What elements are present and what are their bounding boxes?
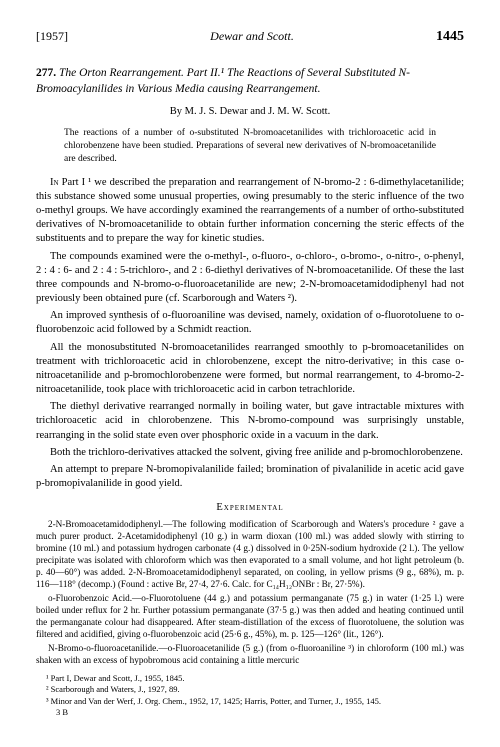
title-text: The Orton Rearrangement. Part II.¹ The R… (36, 67, 410, 95)
gathering-sig: 3 B (36, 707, 464, 718)
header-year: [1957] (36, 28, 68, 44)
exp-1: 2-N-Bromoacetamidodiphenyl.—The followin… (36, 519, 464, 591)
article-number: 277. (36, 67, 56, 79)
para-4: All the monosubstituted N-bromoacetanili… (36, 341, 464, 398)
exp-2: o-Fluorobenzoic Acid.—o-Fluorotoluene (4… (36, 593, 464, 641)
footnotes: ¹ Part I, Dewar and Scott, J., 1955, 184… (36, 673, 464, 719)
para-6: Both the trichloro-derivatives attacked … (36, 446, 464, 460)
para-1: In Part I ¹ we described the preparation… (36, 176, 464, 247)
page-number: 1445 (436, 28, 464, 47)
para-2: The compounds examined were the o-methyl… (36, 250, 464, 307)
para-7: An attempt to prepare N-bromopivalanilid… (36, 463, 464, 491)
experimental-heading: Experimental (36, 501, 464, 515)
para-5: The diethyl derivative rearranged normal… (36, 400, 464, 443)
footnote-2: ² Scarborough and Waters, J., 1927, 89. (36, 684, 464, 695)
running-head: Dewar and Scott. (210, 28, 294, 44)
para-3: An improved synthesis of o-fluoroaniline… (36, 309, 464, 337)
para-1-text: Part I ¹ we described the preparation an… (36, 177, 464, 245)
abstract: The reactions of a number of o-substitut… (64, 127, 436, 165)
article-title: 277. The Orton Rearrangement. Part II.¹ … (36, 65, 464, 97)
authors: By M. J. S. Dewar and J. M. W. Scott. (36, 105, 464, 119)
footnote-3: ³ Minor and Van der Werf, J. Org. Chem.,… (36, 696, 464, 707)
exp-3: N-Bromo-o-fluoroacetanilide.—o-Fluoroace… (36, 643, 464, 667)
